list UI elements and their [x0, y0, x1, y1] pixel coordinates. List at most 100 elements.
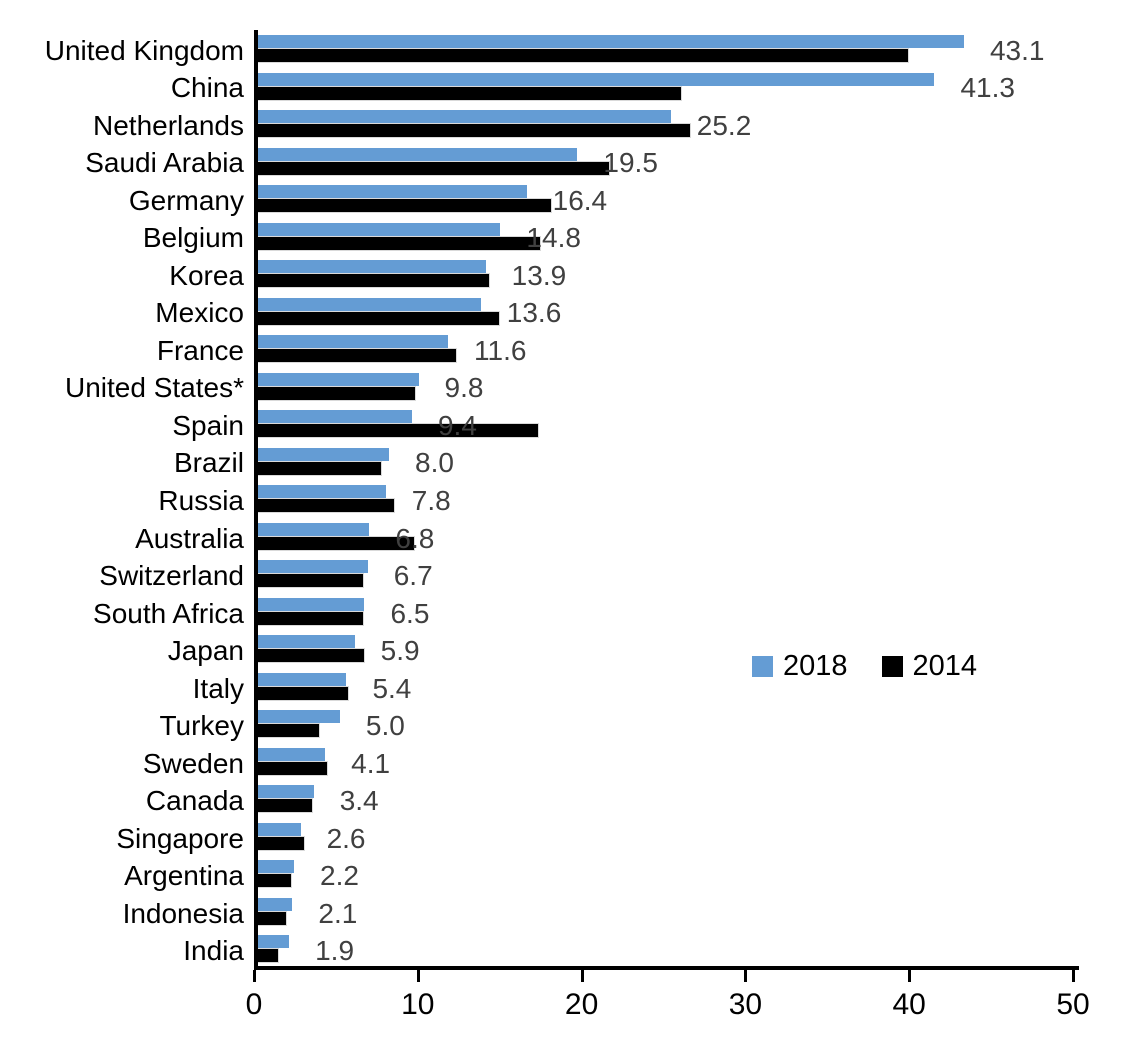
category-label: Saudi Arabia	[85, 147, 244, 179]
bar-2014	[257, 273, 490, 289]
data-label: 43.1	[989, 34, 1045, 66]
bar-2014	[257, 535, 415, 551]
bar-2014	[257, 460, 382, 476]
data-label: 5.0	[365, 710, 405, 742]
data-label: 9.4	[437, 409, 477, 441]
x-tick	[253, 970, 256, 982]
x-tick-label: 40	[892, 988, 926, 1021]
x-tick	[744, 970, 748, 982]
bar-2014	[257, 498, 395, 514]
category-label: Singapore	[116, 822, 244, 854]
category-label: Sweden	[142, 747, 244, 779]
bar-2018	[258, 185, 527, 199]
x-tick	[1072, 970, 1075, 982]
category-label: Spain	[172, 409, 244, 441]
bar-2014	[257, 910, 287, 926]
bar-2018	[258, 485, 386, 499]
legend: 2018 2014	[752, 652, 977, 681]
category-label: Japan	[167, 635, 244, 667]
x-tick-label: 30	[728, 988, 763, 1021]
data-label: 11.6	[474, 334, 527, 366]
category-label: South Africa	[93, 597, 244, 629]
data-label: 6.7	[393, 560, 433, 592]
legend-label-2018: 2018	[783, 650, 848, 682]
category-label: Australia	[135, 522, 244, 554]
category-label: United States*	[65, 372, 244, 404]
category-label: India	[183, 935, 244, 967]
bar-2018	[258, 860, 295, 874]
category-label: Netherlands	[93, 109, 244, 141]
category-label: Germany	[128, 184, 244, 216]
bar-2018	[258, 72, 935, 86]
category-label: Indonesia	[122, 897, 244, 929]
legend-item-2018: 2018	[752, 652, 848, 681]
legend-swatch-2018	[752, 656, 773, 677]
data-label: 13.9	[511, 259, 567, 291]
bar-2018	[258, 822, 301, 836]
bar-2018	[258, 260, 486, 274]
bar-2014	[257, 948, 279, 964]
legend-item-2014: 2014	[881, 650, 978, 682]
category-label: Turkey	[159, 710, 244, 742]
category-label: Russia	[158, 485, 244, 516]
bar-2014	[256, 123, 692, 139]
data-label: 6.5	[390, 597, 430, 629]
category-label: Switzerland	[99, 560, 244, 592]
bar-2014	[257, 835, 305, 851]
category-label: Brazil	[173, 447, 244, 479]
bar-2018	[258, 372, 419, 386]
category-label: France	[156, 334, 244, 366]
data-label: 14.8	[526, 222, 581, 254]
bar-2018	[258, 597, 365, 611]
bar-2018	[258, 710, 340, 724]
x-tick-label: 20	[564, 988, 599, 1021]
bar-2018	[258, 785, 314, 799]
bar-2018	[258, 147, 578, 161]
bar-2014	[256, 48, 910, 63]
legend-label-2014: 2014	[912, 650, 978, 682]
bar-2018	[258, 335, 448, 349]
data-label: 13.6	[506, 297, 562, 329]
bar-2018	[258, 297, 481, 311]
bar-2018	[258, 110, 671, 124]
bar-2014	[256, 648, 366, 664]
bar-2018	[258, 747, 326, 761]
bar-2014	[256, 798, 314, 814]
data-label: 5.4	[372, 672, 412, 704]
data-label: 4.1	[351, 747, 391, 779]
x-tick-label: 0	[245, 988, 263, 1021]
bar-2014	[257, 760, 328, 776]
category-label: United Kingdom	[44, 34, 244, 66]
bar-2018	[258, 222, 501, 236]
category-label: Mexico	[155, 297, 244, 329]
data-label: 2.6	[326, 822, 366, 854]
bar-2014	[256, 198, 553, 214]
data-label: 25.2	[696, 109, 752, 141]
data-label: 7.8	[411, 485, 451, 516]
bar-2014	[257, 723, 320, 739]
bar-2014	[256, 385, 417, 401]
category-label: Italy	[192, 672, 244, 704]
data-label: 41.3	[960, 72, 1015, 104]
data-label: 8.0	[415, 447, 454, 479]
data-label: 9.8	[444, 372, 484, 404]
bar-2014	[257, 235, 541, 251]
data-label: 5.9	[380, 635, 420, 667]
x-tick-label: 50	[1056, 988, 1090, 1021]
data-label: 3.4	[339, 785, 379, 817]
data-label: 1.9	[315, 935, 355, 967]
bar-2018	[258, 447, 390, 461]
data-label: 2.1	[318, 897, 358, 929]
category-label: Argentina	[124, 860, 244, 892]
category-label: Canada	[145, 785, 244, 817]
bar-2014	[256, 685, 350, 701]
legend-swatch-2014	[881, 656, 903, 677]
category-label: Korea	[169, 259, 244, 291]
bar-2014	[257, 160, 610, 176]
bar-2018	[258, 35, 964, 48]
x-tick	[908, 970, 912, 982]
bar-2014	[257, 610, 364, 626]
bar-2014	[257, 573, 364, 589]
y-axis-line	[254, 30, 258, 968]
bar-2014	[257, 85, 682, 101]
